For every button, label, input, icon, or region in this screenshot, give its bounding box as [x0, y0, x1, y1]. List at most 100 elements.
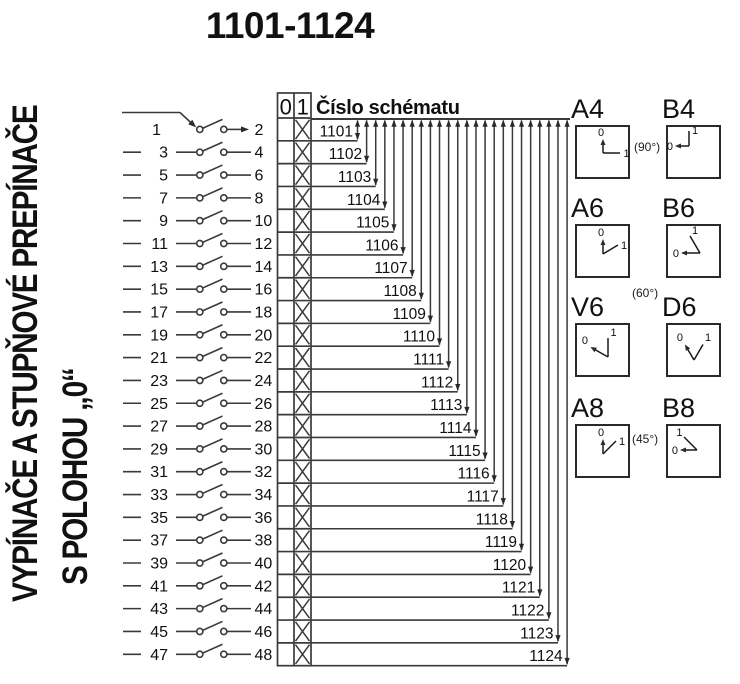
schema-number: 1102 [329, 146, 362, 163]
contact-terminal [219, 536, 228, 545]
contact-terminal [195, 467, 204, 476]
contact-number-left: 5 [159, 168, 168, 185]
arrowhead [446, 119, 452, 127]
switch-row: 33 34 [123, 483, 311, 505]
switch-blade [202, 187, 223, 198]
switch-blade [202, 392, 223, 403]
angle-label-60: (60°) [632, 286, 659, 300]
contact-terminal [219, 330, 228, 339]
contact-number-right: 10 [255, 213, 273, 230]
contact-terminal [219, 627, 228, 636]
contact-terminal [195, 216, 204, 225]
position-1-label: 1 [692, 125, 698, 137]
contact-terminal [219, 171, 228, 179]
arrowhead [537, 589, 543, 597]
schema-number: 1107 [374, 260, 407, 277]
contact-terminal [195, 171, 204, 179]
position-1-label: 1 [705, 332, 711, 344]
contact-number-left: 39 [150, 555, 168, 572]
schema-trace: 1118 [311, 119, 515, 530]
schema-trace: 1105 [311, 119, 397, 233]
contact-terminal [219, 308, 228, 316]
contact-terminal [219, 444, 228, 453]
schema-number: 1123 [520, 625, 553, 642]
arrowhead [409, 119, 415, 127]
position-0-label: 0 [598, 227, 604, 239]
contact-terminal [195, 627, 204, 636]
switch-blade [202, 415, 223, 426]
contact-terminal [195, 330, 204, 339]
schema-number: 1117 [467, 488, 499, 505]
switch-row: 39 40 [123, 552, 311, 574]
switch-blade [202, 324, 223, 335]
switch-row: 45 46 [123, 620, 311, 642]
arrowhead [537, 119, 543, 127]
arrowhead [418, 292, 424, 300]
contact-number-left: 17 [150, 304, 168, 321]
arrowhead [418, 119, 424, 127]
switch-row: 19 20 [123, 324, 311, 345]
contact-terminal [195, 604, 204, 613]
position-1-label: 1 [621, 240, 627, 252]
arrowhead [546, 119, 552, 127]
contact-number-right: 42 [255, 578, 273, 595]
table-header-1: 1 [297, 95, 309, 120]
position-box-frame [575, 125, 630, 179]
contact-number-left: 13 [150, 259, 168, 276]
contact-terminal [219, 262, 228, 271]
contact-number-left: 35 [150, 510, 168, 527]
position-0-label: 0 [582, 335, 588, 347]
arrowhead [509, 521, 515, 528]
arrowhead [391, 119, 397, 127]
position-box-frame [666, 323, 721, 377]
contact-number-right: 4 [255, 145, 264, 162]
arrowhead [473, 429, 479, 437]
arrowhead [528, 566, 534, 574]
contact-terminal [195, 376, 204, 385]
schema-number: 1108 [383, 283, 416, 300]
contact-number-left: 43 [150, 601, 168, 618]
switch-blade [202, 438, 223, 449]
contact-number-right: 32 [255, 464, 273, 481]
contact-number-left: 31 [150, 464, 168, 481]
switch-row: 25 26 [123, 392, 311, 414]
arrowhead [518, 119, 525, 127]
switch-blade [202, 620, 223, 631]
switch-position-glyph-b4: 01 [666, 125, 721, 179]
contact-number-right: 28 [255, 419, 273, 436]
contact-terminal [195, 308, 204, 316]
contact-number-left: 9 [159, 213, 168, 230]
switch-blade [202, 460, 223, 472]
arrowhead [427, 119, 433, 127]
arrowhead [455, 384, 461, 391]
contact-number-left: 47 [150, 647, 168, 664]
schema-trace: 1119 [311, 119, 525, 553]
switch-type-label-a4: A4 [571, 94, 605, 124]
switch-row: 11 12 [123, 232, 311, 254]
position-0-label: 0 [672, 445, 678, 457]
contact-terminal [195, 650, 204, 659]
switch-row: 15 16 [123, 278, 311, 300]
contact-terminal [195, 193, 204, 202]
contact-number-right: 2 [255, 122, 264, 139]
contact-number-left: 3 [159, 145, 168, 162]
switch-blade [202, 209, 223, 221]
schema-trace: 1106 [311, 119, 406, 256]
arrowhead [528, 119, 534, 127]
contact-number-left: 19 [150, 327, 168, 344]
contact-terminal [195, 262, 204, 271]
contact-terminal [219, 559, 228, 567]
position-0-label: 0 [667, 141, 673, 153]
contact-number-right: 38 [255, 533, 273, 550]
zero-position-arrow [681, 250, 687, 256]
contact-terminal [219, 125, 228, 134]
position-1-label: 1 [692, 225, 698, 237]
arrowhead [382, 119, 388, 127]
schema-trace: 1114 [311, 119, 479, 439]
switch-blade [202, 278, 223, 289]
arrowhead [373, 119, 379, 127]
switch-row: 9 10 [123, 209, 311, 231]
